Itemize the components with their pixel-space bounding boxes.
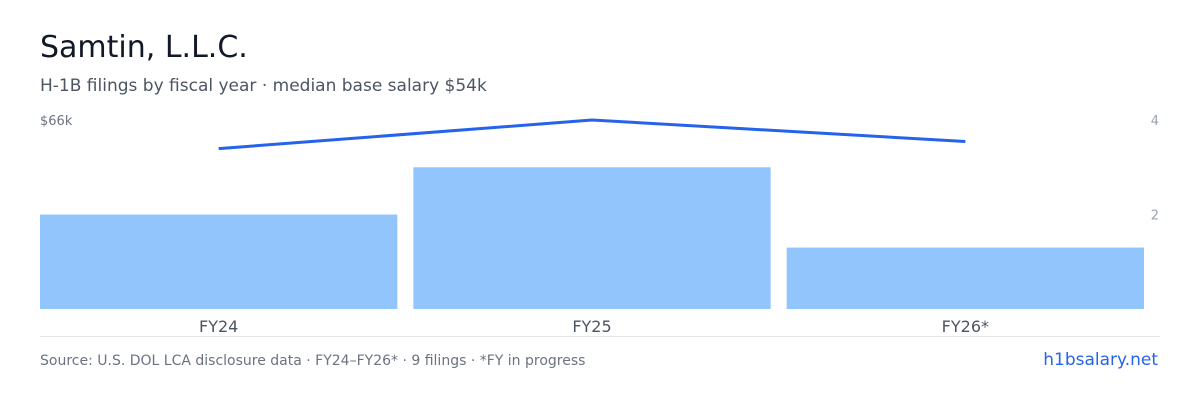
chart-subtitle: H-1B filings by fiscal year · median bas…	[40, 76, 487, 96]
left-axis-tick-label: $66k	[40, 114, 73, 129]
x-tick-label: FY25	[572, 317, 611, 336]
x-tick-label: FY24	[199, 317, 238, 336]
bar-fy24	[40, 214, 398, 309]
salary-line	[218, 118, 966, 151]
right-axis-tick-label: 2	[1151, 209, 1159, 224]
line-layer	[218, 118, 966, 151]
chart-title: Samtin, L.L.C.	[40, 30, 248, 65]
labels-layer: FY24 FY25 FY26* $66k 4 2	[40, 114, 1159, 336]
bar-fy26	[786, 247, 1144, 309]
x-tick-label: FY26*	[942, 317, 989, 336]
site-link[interactable]: h1bsalary.net	[1043, 350, 1158, 370]
bar-fy25	[413, 167, 771, 309]
right-axis-tick-label: 4	[1151, 114, 1159, 129]
bars-layer	[40, 167, 1144, 309]
source-note: Source: U.S. DOL LCA disclosure data · F…	[40, 353, 586, 369]
